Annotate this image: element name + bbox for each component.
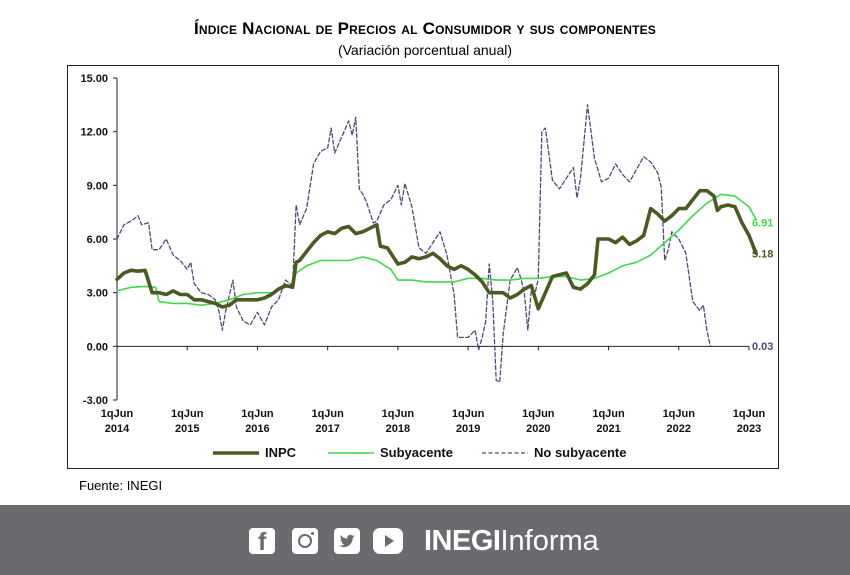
x-tick-label: 1qJun <box>311 408 344 420</box>
chart-title: Índice Nacional de Precios al Consumidor… <box>193 19 657 38</box>
x-tick-year: 2018 <box>386 423 410 435</box>
instagram-icon[interactable] <box>292 528 318 554</box>
y-tick-label: 9.00 <box>87 180 108 192</box>
x-tick-label: 1qJun <box>382 408 415 420</box>
end-value-label: 6.91 <box>752 218 773 230</box>
end-value-label: 0.03 <box>752 341 773 353</box>
x-tick-year: 2017 <box>315 423 339 435</box>
x-tick-year: 2022 <box>667 423 691 435</box>
x-tick-year: 2015 <box>175 423 199 435</box>
x-tick-label: 1qJun <box>522 408 555 420</box>
y-tick-label: 12.00 <box>80 127 108 139</box>
line-chart: 15.0012.009.006.003.000.00-3.001qJun2014… <box>80 73 773 460</box>
chart-frame <box>67 65 779 469</box>
x-tick-year: 2019 <box>456 423 480 435</box>
youtube-icon[interactable] <box>373 528 403 554</box>
footer-bar: f INEGIInforma <box>0 505 850 575</box>
x-tick-label: 1qJun <box>171 408 204 420</box>
source-note: Fuente: INEGI <box>79 478 163 493</box>
end-value-label: 5.18 <box>752 249 773 261</box>
series-line-no-subyacente <box>116 104 712 383</box>
x-tick-label: 1qJun <box>592 408 625 420</box>
chart-subtitle: (Variación porcentual anual) <box>337 42 513 58</box>
x-tick-label: 1qJun <box>733 408 766 420</box>
x-tick-year: 2014 <box>105 423 130 435</box>
y-tick-label: 0.00 <box>87 341 108 353</box>
y-tick-label: 3.00 <box>87 288 108 300</box>
x-tick-label: 1qJun <box>241 408 274 420</box>
x-tick-year: 2020 <box>526 423 550 435</box>
x-tick-year: 2016 <box>245 423 269 435</box>
series-line-inpc <box>115 188 758 311</box>
legend-label: INPC <box>265 445 297 460</box>
y-tick-label: 6.00 <box>87 234 108 246</box>
inegi-informa-logo: INEGIInforma <box>424 525 599 557</box>
legend-label: No subyacente <box>534 445 626 460</box>
y-tick-label: 15.00 <box>80 73 108 85</box>
twitter-icon[interactable] <box>334 528 360 554</box>
series-line-subyacente <box>116 193 757 306</box>
x-tick-label: 1qJun <box>452 408 485 420</box>
x-tick-label: 1qJun <box>663 408 696 420</box>
y-tick-label: -3.00 <box>83 395 108 407</box>
legend-label: Subyacente <box>380 445 453 460</box>
x-tick-year: 2021 <box>596 423 620 435</box>
facebook-icon[interactable]: f <box>249 528 275 555</box>
x-tick-year: 2023 <box>737 423 761 435</box>
x-tick-label: 1qJun <box>101 408 134 420</box>
